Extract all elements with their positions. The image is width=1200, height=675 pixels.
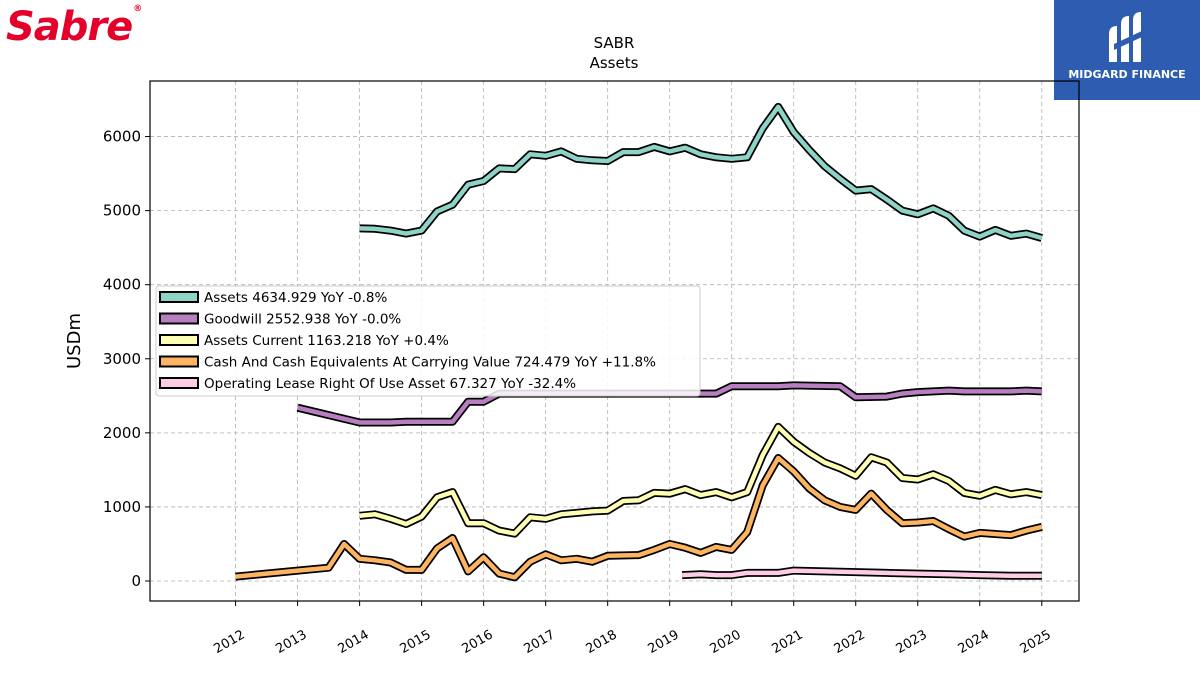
chart-subtitle: Assets	[590, 54, 639, 72]
x-tick-label: 2021	[770, 627, 806, 657]
legend-swatch	[159, 291, 199, 303]
series-line-assets-current	[359, 424, 1043, 536]
legend-entry: Assets 4634.929 YoY -0.8%	[204, 290, 388, 306]
series-line-lease	[682, 568, 1042, 579]
legend-swatch	[159, 355, 199, 368]
legend-entry: Assets Current 1163.218 YoY +0.4%	[204, 333, 449, 349]
x-tick-label: 2017	[522, 627, 558, 657]
legend-entry: Goodwill 2552.938 YoY -0.0%	[204, 312, 401, 328]
x-tick-label: 2015	[397, 627, 433, 657]
midgard-finance-logo: MIDGARD FINANCE	[1054, 0, 1200, 100]
series-line-goodwill	[297, 383, 1042, 425]
sabre-logo: Sabre®	[6, 4, 142, 50]
series-line-outline	[359, 102, 1043, 242]
x-tick-label: 2022	[832, 627, 868, 657]
y-tick-label: 1000	[103, 498, 141, 516]
x-tick-label: 2016	[459, 627, 495, 657]
x-tick-label: 2019	[646, 627, 682, 657]
x-tick-label: 2018	[584, 627, 620, 657]
y-tick-label: 0	[131, 572, 141, 590]
x-tick-label: 2024	[956, 627, 992, 657]
x-tick-label: 2012	[211, 627, 247, 657]
plot-frame	[149, 80, 1080, 602]
x-tick-label: 2025	[1018, 627, 1054, 657]
legend-entry: Operating Lease Right Of Use Asset 67.32…	[204, 376, 576, 392]
sabre-logo-text: Sabre	[6, 4, 133, 50]
legend-swatch	[159, 312, 199, 325]
midgard-logo-text: MIDGARD FINANCE	[1068, 68, 1186, 81]
x-tick-label: 2014	[335, 627, 371, 657]
series-line-assets	[359, 104, 1043, 241]
x-tick-label: 2013	[273, 627, 309, 657]
x-tick-label: 2023	[894, 627, 930, 657]
series-line-cash	[235, 455, 1043, 580]
legend-swatch	[159, 334, 199, 346]
legend-entry: Cash And Cash Equivalents At Carrying Va…	[204, 355, 656, 371]
y-tick-label: 5000	[103, 202, 141, 220]
y-tick-label: 6000	[103, 128, 141, 146]
x-tick-label: 2020	[708, 627, 744, 657]
chart-title: SABR	[594, 34, 635, 52]
y-tick-label: 4000	[103, 276, 141, 294]
legend-swatch	[159, 377, 199, 389]
series-line-outline	[359, 422, 1043, 538]
y-axis-label: USDm	[64, 313, 85, 369]
legend: Assets 4634.929 YoY -0.8% Goodwill 2552.9…	[155, 285, 701, 397]
y-tick-label: 2000	[103, 424, 141, 442]
y-tick-label: 3000	[103, 350, 141, 368]
midgard-emblem-icon	[1109, 12, 1144, 62]
legend-box	[155, 285, 701, 397]
